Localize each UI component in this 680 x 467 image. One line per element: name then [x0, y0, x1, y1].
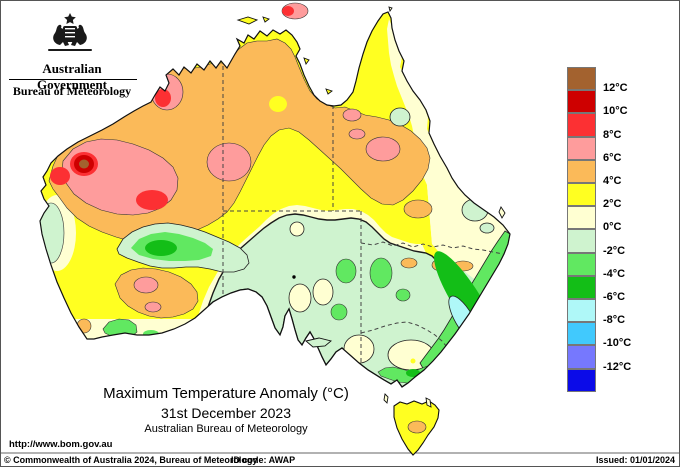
id-code: ID code: AWAP [231, 455, 296, 465]
legend-swatch [567, 159, 596, 183]
map-blob-green-sa1 [335, 258, 357, 284]
map-date: 31st December 2023 [161, 405, 291, 422]
legend-swatch [567, 136, 596, 160]
legend-swatch [567, 206, 596, 230]
map-blob-orange-nsw3 [400, 257, 418, 269]
legend-swatch [567, 275, 596, 299]
map-blob-brown-core [79, 159, 89, 169]
legend-label: 4°C [603, 175, 622, 187]
map-blob-green-sa2 [369, 257, 393, 289]
map-blob-pink-qld2 [342, 108, 362, 122]
legend-label: -8°C [603, 314, 626, 327]
map-region-green-goldfields [145, 240, 177, 256]
map-blob-cream-border [343, 334, 375, 364]
legend-swatch [567, 252, 596, 276]
legend-label: -4°C [603, 267, 626, 280]
map-blob-top-edge [281, 2, 309, 20]
map-blob-pink-sw1 [133, 276, 159, 294]
map-blob-red-coastal [50, 167, 70, 185]
legend-label: 8°C [603, 128, 622, 141]
title-block: Maximum Temperature Anomaly (°C) 31st De… [41, 385, 411, 436]
legend-label: -10°C [603, 337, 632, 350]
map-blob-red-pilbara [136, 190, 168, 210]
map-blob-cream-sa3 [289, 221, 305, 237]
copyright-text: © Commonwealth of Australia 2024, Bureau… [4, 455, 258, 465]
bureau-title: Bureau of Meteorology [12, 84, 132, 98]
map-blob-green-vic-coast [406, 369, 420, 377]
legend-swatch [567, 90, 596, 114]
map-blob-orange-swqld [403, 199, 433, 219]
legend-label: -6°C [603, 291, 626, 303]
state-borders [222, 59, 504, 364]
government-title: Australian Government [36, 61, 108, 92]
map-blob-orange-gove [297, 35, 313, 45]
legend-swatch [567, 183, 596, 207]
legend-label: 6°C [603, 151, 622, 164]
tasmania [393, 400, 440, 456]
islands [236, 6, 506, 408]
legend-label: 0°C [603, 221, 622, 234]
map-blob-green-sa4 [330, 303, 348, 321]
map-blob-yellow-nt [269, 96, 287, 112]
map-blob-green-sa3 [395, 288, 411, 302]
map-blob-orange-tasmania [407, 420, 427, 434]
legend-swatch [567, 345, 596, 369]
map-blob-pink-centre [206, 142, 252, 182]
legend-swatch [567, 229, 596, 253]
map-blob-cream-sa1 [288, 283, 312, 313]
legend-swatch [567, 113, 596, 137]
map-blob-mint-qld-coast1 [460, 177, 472, 187]
coat-of-arms [48, 13, 92, 51]
map-blob-mint-qld-north [389, 107, 411, 127]
station-dot [292, 275, 296, 279]
map-blob-cream-sa2 [312, 278, 334, 306]
header-rule [9, 79, 137, 80]
map-blob-mint-brisbane2 [479, 222, 495, 234]
map-region-cream-qld-inland [427, 185, 501, 282]
issued-date: Issued: 01/01/2024 [595, 455, 675, 465]
legend-swatch [567, 67, 596, 91]
legend-label: 10°C [603, 105, 628, 118]
bom-url: http://www.bom.gov.au [9, 439, 113, 450]
temperature-legend: 12°C 10°C 8°C 6°C 4°C 2°C 0°C -2°C -4°C -6°C -8°C -… [567, 67, 647, 397]
legend-label: -12°C [603, 360, 632, 373]
map-blob-red-kimberley [155, 89, 171, 107]
legend-label: -2°C [603, 244, 626, 257]
legend-label: 2°C [603, 198, 622, 211]
footer-bar: © Commonwealth of Australia 2024, Bureau… [1, 454, 679, 466]
map-dot-yellow-vic [410, 358, 416, 364]
map-blob-pink-qld3 [348, 128, 366, 140]
legend-label: 12°C [603, 82, 628, 95]
legend-swatch [567, 299, 596, 323]
map-source: Australian Bureau of Meteorology [144, 423, 308, 436]
map-title: Maximum Temperature Anomaly (°C) [103, 385, 349, 402]
legend-swatch [567, 368, 596, 392]
map-blob-pink-sw2 [144, 301, 162, 313]
legend-swatch [567, 322, 596, 346]
map-blob-pink-qld1 [365, 136, 401, 162]
coastline-mainland [39, 11, 511, 388]
map-blob-green-sacoast [327, 360, 349, 374]
